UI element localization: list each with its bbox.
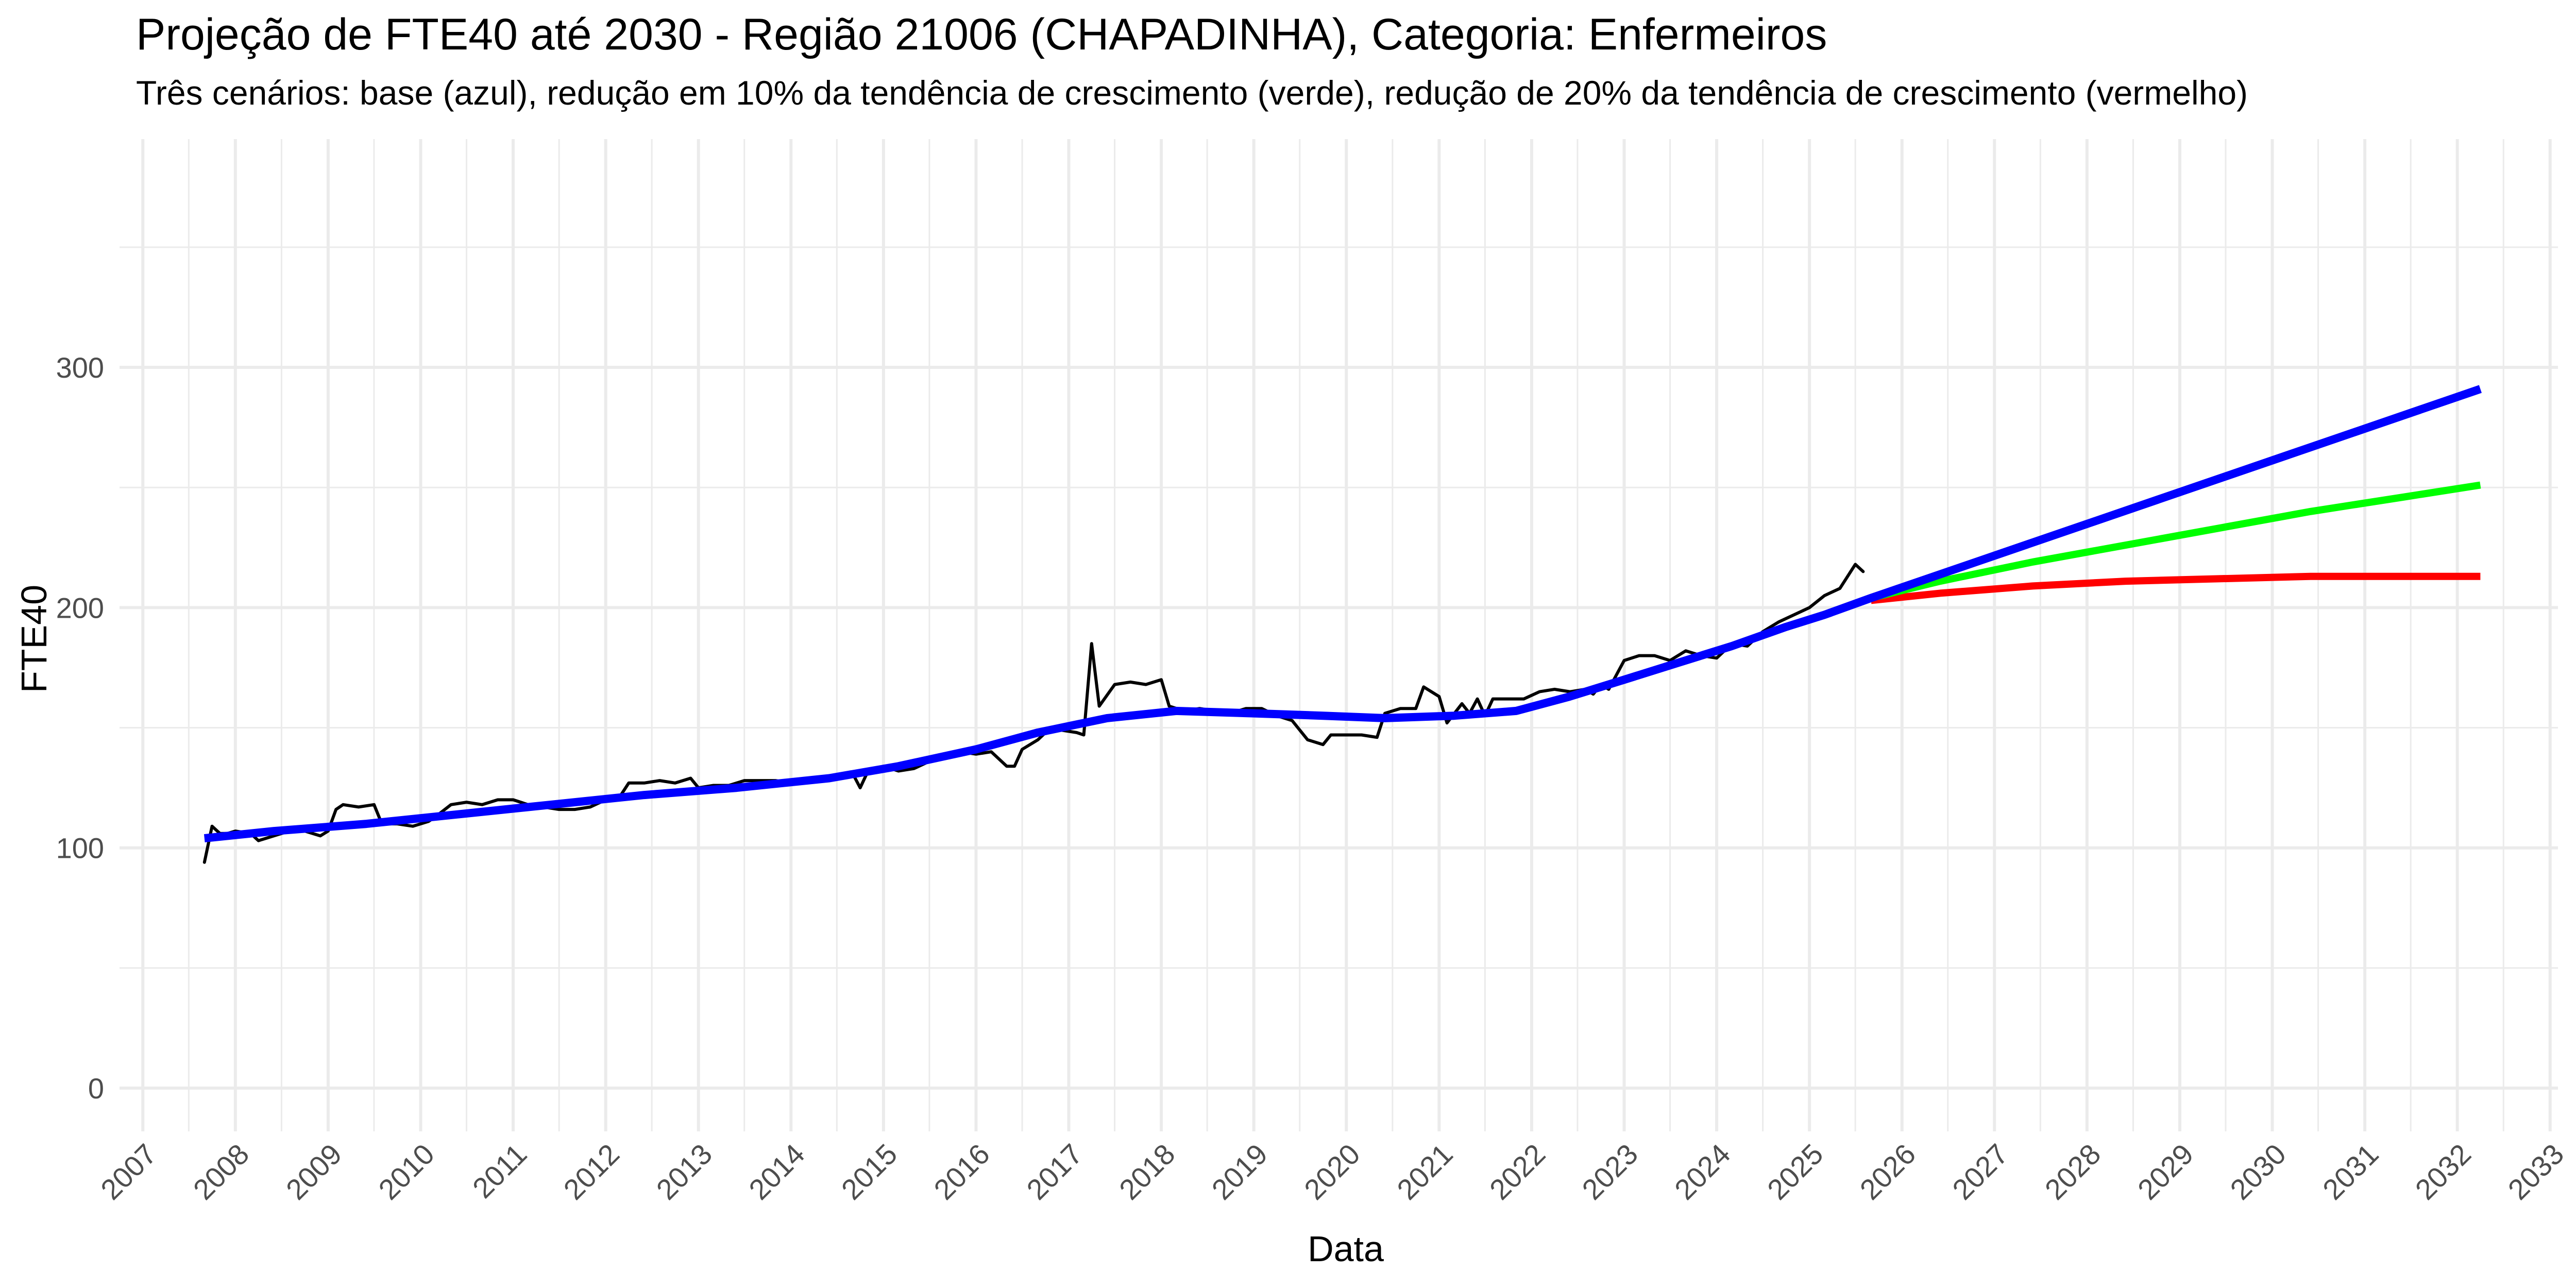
x-tick-label: 2020: [1298, 1138, 1366, 1206]
x-tick-label: 2032: [2409, 1138, 2478, 1206]
x-axis-title: Data: [1308, 1229, 1384, 1269]
x-tick-label: 2026: [1854, 1138, 1922, 1206]
x-tick-label: 2028: [2039, 1138, 2107, 1206]
series-line-scenario-20: [1870, 572, 2481, 604]
x-tick-label: 2021: [1391, 1138, 1459, 1206]
x-tick-label: 2022: [1483, 1138, 1552, 1206]
x-tick-label: 2025: [1761, 1138, 1829, 1206]
y-tick-label: 100: [56, 832, 104, 865]
x-tick-label: 2015: [835, 1138, 904, 1206]
x-tick-label: 2019: [1206, 1138, 1274, 1206]
grid-layer: [120, 139, 2558, 1131]
y-tick-label: 300: [56, 351, 104, 384]
chart-title: Projeção de FTE40 até 2030 - Região 2100…: [136, 10, 1827, 59]
series-line-scenario-10: [1870, 481, 2481, 602]
x-tick-label: 2008: [187, 1138, 256, 1206]
x-tick-label: 2018: [1113, 1138, 1181, 1206]
x-tick-label: 2027: [1946, 1138, 2014, 1206]
x-tick-label: 2010: [372, 1138, 440, 1206]
x-tick-label: 2031: [2316, 1138, 2385, 1206]
x-tick-label: 2009: [280, 1138, 348, 1206]
x-tick-label: 2033: [2502, 1138, 2570, 1206]
x-tick-label: 2007: [94, 1138, 163, 1206]
x-tick-label: 2017: [1020, 1138, 1089, 1206]
x-tick-label: 2011: [466, 1138, 533, 1205]
x-tick-label: 2012: [557, 1138, 625, 1206]
y-tick-label: 0: [88, 1072, 104, 1105]
series-line-trend: [204, 385, 2482, 843]
y-tick-label: 200: [56, 591, 104, 624]
chart-subtitle: Três cenários: base (azul), redução em 1…: [136, 74, 2248, 112]
x-tick-label: 2030: [2224, 1138, 2292, 1206]
y-axis-title: FTE40: [14, 585, 54, 693]
x-tick-label: 2014: [742, 1138, 811, 1206]
x-tick-label: 2016: [927, 1138, 996, 1206]
series-layer: [202, 385, 2482, 864]
axis-layer: 0 100 200 300 2007 2008 2009 2010 2011 2012 2013 20…: [56, 351, 2570, 1206]
x-tick-label: 2013: [650, 1138, 719, 1206]
x-tick-label: 2024: [1668, 1138, 1737, 1206]
x-tick-label: 2029: [2131, 1138, 2200, 1206]
x-tick-label: 2023: [1575, 1138, 1644, 1206]
